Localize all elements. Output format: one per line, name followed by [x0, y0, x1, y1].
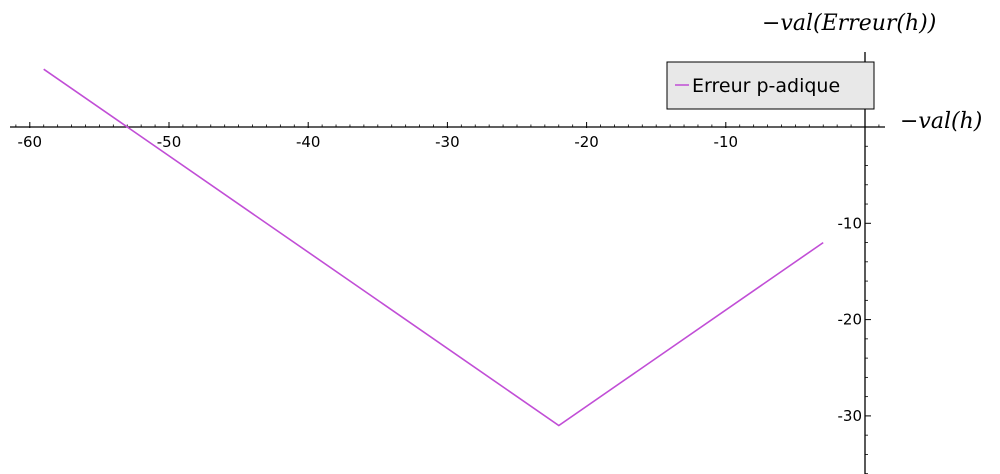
- x-tick-label: -40: [296, 133, 321, 151]
- y-tick-label: -30: [838, 407, 863, 425]
- y-tick-label: -20: [838, 311, 863, 329]
- legend-box: [666, 61, 875, 110]
- y-tick-label: -10: [838, 214, 863, 232]
- minor-ticks: [15, 68, 880, 474]
- legend: Erreur p-adique: [666, 61, 875, 110]
- x-tick-label: -50: [157, 133, 182, 151]
- x-axis-title: −val(h): [900, 109, 982, 134]
- x-tick-label: -60: [18, 133, 43, 151]
- legend-label: Erreur p-adique: [692, 75, 840, 97]
- series-layer: [43, 68, 824, 427]
- x-tick-label: -30: [435, 133, 460, 151]
- y-ticks: -10 -20 -30: [838, 214, 871, 425]
- x-ticks: -60 -50 -40 -30 -20 -10: [18, 122, 739, 151]
- x-tick-label: -20: [574, 133, 599, 151]
- x-tick-label: -10: [714, 133, 739, 151]
- series-line: [43, 68, 824, 427]
- y-axis-title: −val(Erreur(h)): [762, 11, 936, 36]
